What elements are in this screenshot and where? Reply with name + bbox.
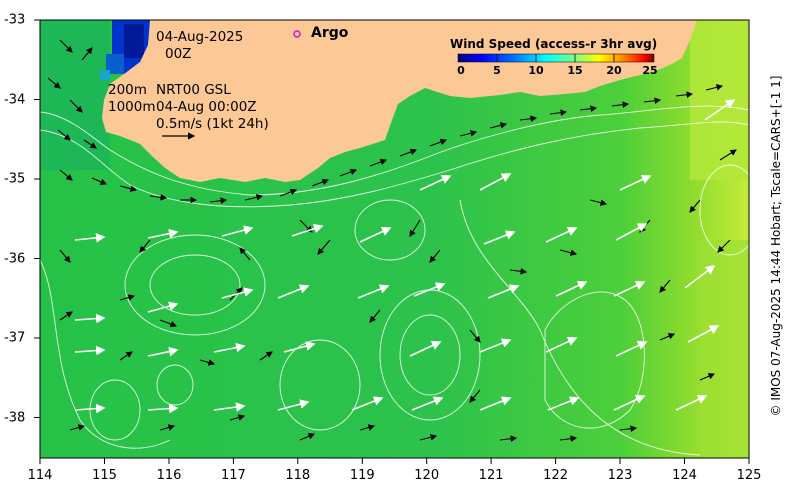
x-tick-label: 124: [672, 468, 697, 483]
vector-scale-label: 0.5m/s (1kt 24h): [156, 116, 269, 132]
legend-tick: 10: [528, 64, 544, 77]
legend-tick: 20: [606, 64, 622, 77]
x-tick-label: 120: [414, 468, 440, 483]
y-tick-label: -34: [4, 92, 26, 107]
y-tick-label: -35: [4, 171, 26, 187]
depth-label-200: 200m: [108, 82, 147, 98]
x-tick-label: 119: [349, 468, 375, 483]
legend-tick: 25: [642, 64, 658, 77]
legend-tick: 5: [493, 64, 501, 77]
y-tick-label: -33: [4, 12, 26, 28]
x-tick-label: 123: [607, 468, 633, 483]
valid-time-label: 04-Aug 00:00Z: [156, 99, 257, 115]
product-label: NRT00 GSL: [156, 82, 231, 98]
y-tick-label: -37: [4, 330, 26, 346]
credit-label: © IMOS 07-Aug-2025 14:44 Hobart; Tscale=…: [769, 75, 783, 417]
y-tick-label: -36: [4, 251, 26, 266]
wind-vectors: [74, 99, 736, 414]
date-label: 04-Aug-2025: [156, 29, 244, 45]
legend-tick: 15: [567, 64, 583, 77]
x-tick-label: 118: [285, 468, 311, 483]
legend-tick: 0: [457, 64, 465, 77]
hour-label: 00Z: [165, 46, 192, 62]
y-tick-label: -38: [4, 410, 26, 425]
tick-marks: [34, 19, 750, 464]
legend-colorbar: [457, 53, 655, 63]
plot-frame: [39, 19, 750, 459]
x-tick-label: 125: [736, 468, 762, 483]
legend-title: Wind Speed (access-r 3hr avg): [450, 37, 658, 51]
x-tick-label: 117: [220, 468, 246, 483]
x-tick-label: 114: [27, 468, 53, 483]
x-tick-label: 115: [92, 468, 117, 483]
x-tick-label: 121: [478, 468, 504, 483]
sst-contours: [40, 105, 749, 456]
x-tick-label: 116: [156, 468, 182, 483]
argo-marker[interactable]: [293, 30, 301, 38]
depth-label-1000: 1000m: [108, 99, 156, 115]
argo-label: Argo: [311, 25, 349, 41]
x-tick-label: 122: [543, 468, 569, 483]
